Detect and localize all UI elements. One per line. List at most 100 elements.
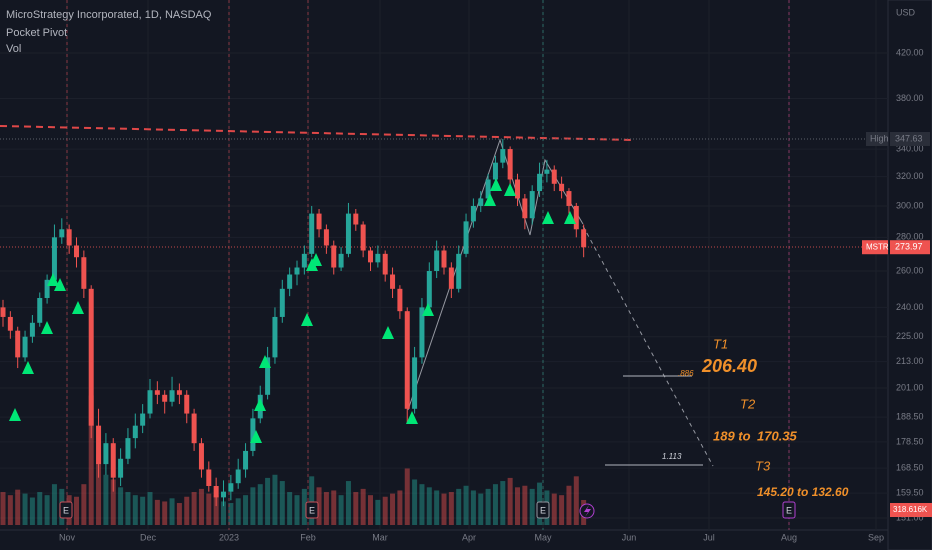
candle-body — [162, 394, 168, 402]
volume-bar — [294, 495, 300, 525]
y-tick-label: 340.00 — [896, 143, 924, 153]
pivot-triangle — [259, 355, 271, 368]
candle-body — [15, 330, 21, 358]
high-box — [866, 131, 888, 146]
candle-body — [184, 394, 190, 414]
y-tick-label: 201.00 — [896, 382, 924, 392]
pivot-triangle — [484, 193, 496, 206]
high-value: 347.63 — [895, 133, 923, 143]
volume-bar — [412, 479, 418, 525]
candle-body — [154, 390, 160, 395]
volume-bar — [272, 474, 278, 525]
candle-body — [88, 288, 94, 426]
earnings-marker — [59, 501, 73, 519]
volume-bar — [15, 489, 21, 525]
pivot-triangle — [310, 253, 322, 266]
candle-body — [515, 179, 520, 199]
volume-bar — [470, 490, 476, 525]
candle-body — [434, 250, 440, 271]
earnings-marker — [536, 501, 550, 519]
candle-body — [51, 237, 57, 280]
volume-bar — [206, 493, 212, 525]
volume-bar — [404, 468, 410, 525]
candle-body — [360, 224, 366, 251]
volume-box — [890, 503, 932, 517]
candle-body — [206, 469, 212, 487]
x-tick-label: Aug — [781, 532, 797, 542]
annotation: 189 to — [713, 428, 751, 443]
pattern-line — [407, 138, 584, 411]
volume-bar — [551, 493, 557, 525]
candle-body — [463, 221, 469, 254]
volume-bar — [375, 499, 381, 525]
volume-bar — [492, 484, 498, 525]
volume-bar — [323, 492, 329, 525]
candle-body — [507, 149, 513, 180]
y-tick-label: 300.00 — [896, 200, 924, 210]
volume-bar — [125, 492, 131, 525]
volume-bar — [44, 495, 50, 525]
symbol-box — [862, 240, 888, 255]
volume-bar — [88, 395, 94, 525]
volume-bar — [37, 492, 43, 525]
candle-body — [29, 322, 35, 337]
candle-body — [66, 229, 72, 246]
volume-bar — [191, 492, 197, 525]
candle-body — [316, 213, 322, 230]
candle-body — [404, 311, 410, 409]
volume-bar — [390, 493, 396, 525]
candle-body — [103, 443, 109, 465]
y-tick-label: 420.00 — [896, 47, 924, 57]
volume-bar — [301, 488, 307, 525]
candle-body — [485, 179, 491, 199]
volume-bar — [140, 496, 146, 525]
candle-body — [169, 390, 175, 402]
x-tick-label: Nov — [59, 532, 76, 542]
pivot-triangle — [490, 178, 502, 191]
candle-body — [331, 245, 337, 268]
candle-body — [375, 253, 381, 263]
candle-body — [470, 205, 476, 222]
volume-bar — [257, 484, 263, 525]
volume-bar — [485, 488, 491, 525]
candle-body — [213, 486, 219, 498]
candle-body — [309, 213, 315, 254]
volume-bar — [448, 492, 454, 525]
pivot-triangle — [542, 211, 554, 224]
volume-value: 318.616K — [893, 505, 928, 514]
candle-body — [492, 162, 498, 180]
chart-title: MicroStrategy Incorporated, 1D, NASDAQ — [6, 9, 212, 21]
candle-body — [74, 245, 79, 258]
candle-body — [529, 191, 535, 219]
pivot-triangle — [250, 430, 262, 443]
volume-bar — [0, 492, 6, 525]
volume-bar — [368, 495, 373, 525]
candle-body — [272, 316, 278, 358]
candle-body — [110, 443, 116, 478]
candle-body — [390, 274, 396, 289]
y-tick-label: 213.00 — [896, 356, 924, 366]
candle-body — [176, 390, 182, 395]
pivot-triangle — [382, 326, 394, 339]
volume-bar — [213, 495, 219, 525]
volume-bar — [360, 488, 366, 525]
candle-body — [412, 357, 418, 409]
candle-body — [544, 169, 550, 174]
candle-body — [198, 443, 204, 470]
volume-bar — [169, 498, 175, 525]
candle-body — [353, 213, 359, 225]
y-tick-label: 151.00 — [896, 512, 924, 522]
annotation: 206.40 — [701, 356, 757, 376]
volume-bar — [515, 487, 520, 525]
indicator-label: Pocket Pivot — [6, 27, 67, 39]
candle-body — [279, 288, 285, 317]
candle-body — [7, 316, 13, 331]
candle-body — [573, 205, 579, 230]
candle-body — [294, 267, 300, 275]
volume-bar — [419, 484, 425, 525]
candle-body — [382, 253, 388, 275]
candle-body — [456, 253, 462, 289]
volume-bar — [22, 493, 28, 525]
volume-bar — [522, 485, 528, 525]
